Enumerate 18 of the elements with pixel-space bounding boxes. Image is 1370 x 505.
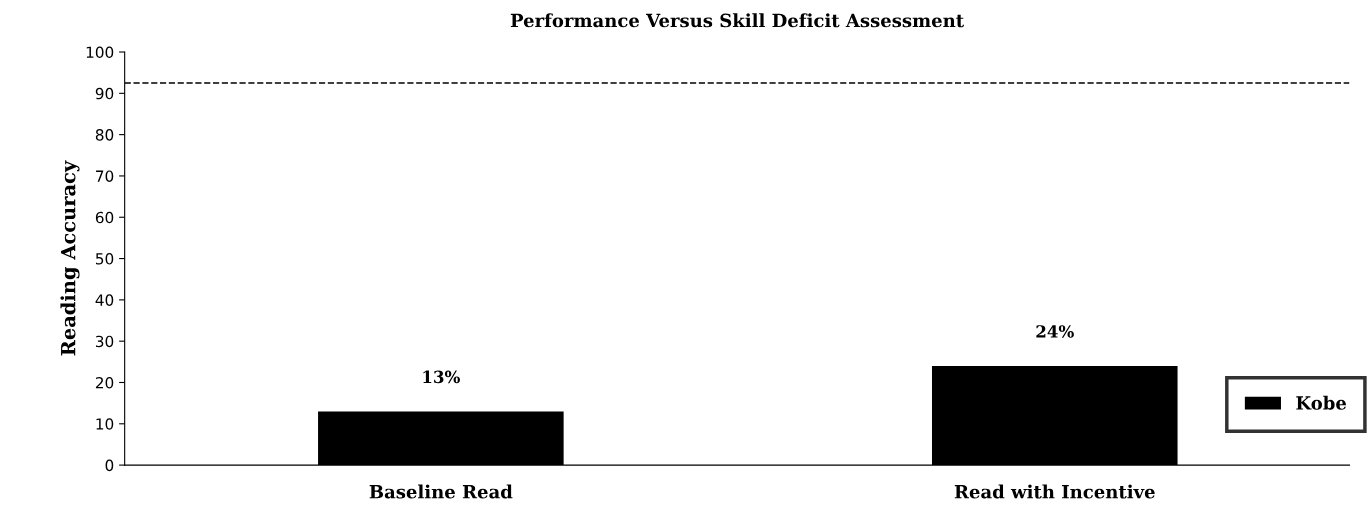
legend-label: Kobe bbox=[1296, 395, 1347, 410]
y-tick-label: 100 bbox=[86, 46, 114, 59]
y-tick-label: 40 bbox=[95, 294, 114, 306]
y-tick-label: 90 bbox=[95, 87, 114, 100]
chart-title: Performance Versus Skill Deficit Assessment bbox=[510, 13, 965, 28]
y-tick-label: 10 bbox=[96, 418, 114, 430]
y-tick-label: 20 bbox=[95, 376, 114, 389]
x-tick-label: Read with Incentive bbox=[954, 484, 1155, 499]
y-tick-label: 30 bbox=[95, 335, 114, 348]
data-label: 24% bbox=[1036, 325, 1074, 338]
y-tick-label: 80 bbox=[95, 129, 114, 141]
x-tick-label: Baseline Read bbox=[369, 484, 513, 499]
y-tick-label: 50 bbox=[95, 253, 114, 265]
y-tick-label: 70 bbox=[96, 170, 114, 182]
y-axis-title: Reading Accuracy bbox=[60, 160, 80, 356]
y-tick-label: 0 bbox=[105, 459, 114, 472]
data-label: 13% bbox=[423, 370, 460, 384]
y-tick-label: 60 bbox=[95, 211, 114, 224]
